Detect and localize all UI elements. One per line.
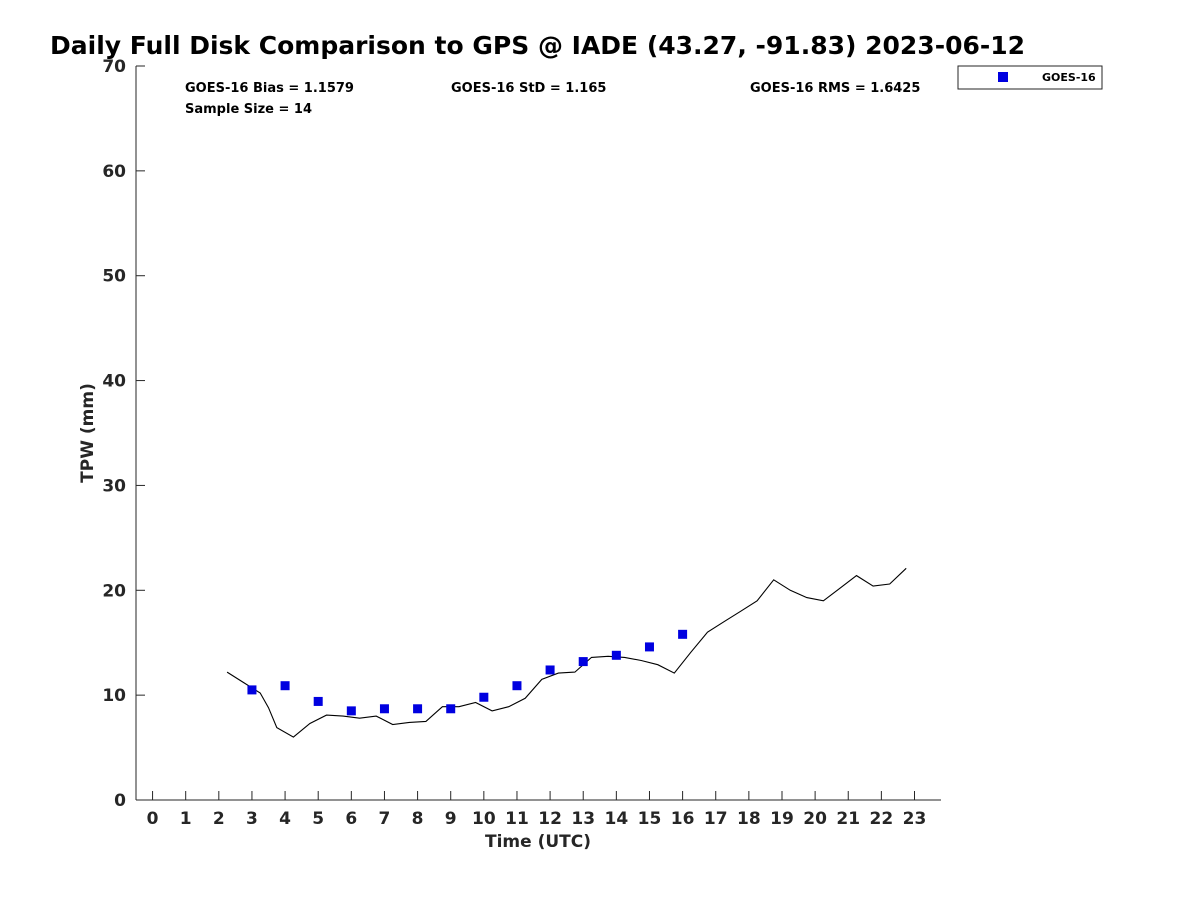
goes16-point (512, 681, 522, 691)
x-tick-label: 3 (246, 809, 258, 829)
y-tick-label: 50 (102, 267, 126, 287)
x-tick-label: 11 (505, 809, 529, 829)
goes16-point (413, 704, 423, 714)
x-tick-label: 12 (538, 809, 562, 829)
x-tick-label: 7 (379, 809, 391, 829)
legend: GOES-16 (957, 65, 1103, 90)
x-tick-label: 18 (737, 809, 761, 829)
x-tick-label: 10 (472, 809, 496, 829)
x-axis-label: Time (UTC) (485, 832, 591, 852)
goes16-point (678, 629, 688, 639)
legend-marker (998, 72, 1008, 82)
x-tick-label: 22 (870, 809, 894, 829)
x-tick-label: 5 (312, 809, 324, 829)
goes16-point (611, 650, 621, 660)
x-tick-label: 21 (836, 809, 860, 829)
x-ticks: 0 1 2 3 4 5 6 7 8 9 10 11 12 13 14 15 16 17 18 19 20 21 22 23 (147, 791, 927, 829)
goes16-point (578, 657, 588, 667)
y-tick-label: 30 (102, 476, 126, 496)
y-ticks: 0 10 20 30 40 50 60 70 (102, 57, 145, 811)
sample-size-stat: Sample Size = 14 (185, 102, 312, 117)
rms-stat: GOES-16 RMS = 1.6425 (750, 81, 920, 96)
y-tick-label: 20 (102, 581, 126, 601)
goes16-point (446, 704, 456, 714)
y-tick-label: 70 (102, 57, 126, 77)
x-tick-label: 19 (770, 809, 794, 829)
x-tick-label: 15 (638, 809, 662, 829)
x-tick-label: 16 (671, 809, 695, 829)
x-tick-label: 14 (605, 809, 629, 829)
goes16-point (379, 704, 389, 714)
plot-axes (135, 66, 941, 801)
std-stat: GOES-16 StD = 1.165 (451, 81, 606, 96)
x-tick-label: 6 (345, 809, 357, 829)
x-tick-label: 13 (571, 809, 595, 829)
x-tick-label: 8 (412, 809, 424, 829)
y-tick-label: 0 (114, 791, 126, 811)
goes16-point (280, 681, 290, 691)
x-tick-label: 4 (279, 809, 291, 829)
x-tick-label: 20 (803, 809, 827, 829)
legend-box (957, 65, 1103, 90)
chart-title: Daily Full Disk Comparison to GPS @ IADE… (50, 31, 1025, 60)
series-layer (226, 567, 907, 738)
goes16-point (644, 642, 654, 652)
x-tick-label: 9 (445, 809, 457, 829)
y-axis-label: TPW (mm) (78, 383, 98, 483)
goes16-point (479, 692, 489, 702)
y-tick-label: 40 (102, 372, 126, 392)
y-tick-label: 10 (102, 686, 126, 706)
x-tick-label: 17 (704, 809, 728, 829)
legend-label-goes16: GOES-16 (1042, 71, 1096, 84)
bias-stat: GOES-16 Bias = 1.1579 (185, 81, 354, 96)
goes16-point (247, 685, 257, 695)
goes16-point (346, 706, 356, 716)
x-tick-label: 1 (180, 809, 192, 829)
goes16-point (313, 696, 323, 706)
y-tick-label: 60 (102, 162, 126, 182)
x-tick-label: 23 (903, 809, 927, 829)
x-tick-label: 2 (213, 809, 225, 829)
gps-tpw-line (226, 567, 907, 738)
goes16-point (545, 665, 555, 675)
x-tick-label: 0 (147, 809, 159, 829)
